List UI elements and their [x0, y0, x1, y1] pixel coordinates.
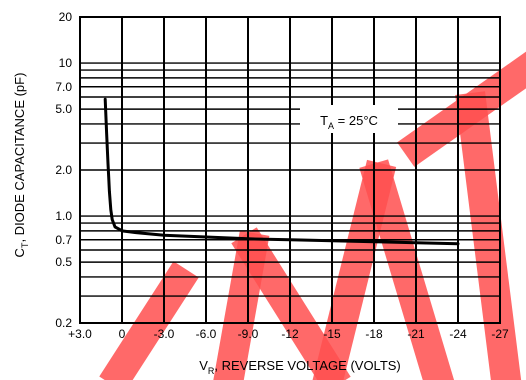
gridlines [79, 16, 501, 324]
y-tick-label-7: 0.5 [55, 255, 72, 269]
annotation-text: TA = 25°C [320, 113, 378, 131]
annotation-box [300, 105, 398, 133]
y-tick-labels: 20 10 7.0 5.0 2.0 1.0 0.7 0.5 0.2 [55, 10, 72, 330]
watermark-stroke-4 [359, 159, 455, 380]
x-tick-labels: +3.0 0 -3.0 -6.0 -9.0 -12 -15 -18 -21 -24 -27 [68, 327, 509, 341]
series-layer [103, 97, 460, 246]
y-tick-label-3: 5.0 [55, 102, 72, 116]
y-tick-label-0: 20 [59, 10, 73, 24]
x-tick-label-10: -27 [491, 327, 509, 341]
y-tick-label-5: 1.0 [55, 209, 72, 223]
watermark-stroke-3 [312, 159, 397, 380]
watermark-stroke-0 [99, 261, 199, 380]
plot-frame [79, 16, 501, 324]
y-tick-label-1: 10 [59, 56, 73, 70]
annotation-layer: TA = 25°C [300, 105, 398, 133]
x-tick-label-4: -9.0 [238, 327, 259, 341]
x-tick-label-2: -3.0 [154, 327, 175, 341]
x-axis-title: VR, REVERSE VOLTAGE (VOLTS) [199, 358, 401, 376]
x-tick-label-9: -24 [449, 327, 467, 341]
y-tick-label-8: 0.2 [55, 316, 72, 330]
x-tick-label-1: 0 [119, 327, 126, 341]
x-tick-label-7: -18 [365, 327, 383, 341]
x-tick-label-3: -6.0 [196, 327, 217, 341]
x-tick-label-5: -12 [281, 327, 299, 341]
y-tick-label-4: 2.0 [55, 163, 72, 177]
x-tick-label-6: -15 [323, 327, 341, 341]
y-tick-label-6: 0.7 [55, 233, 72, 247]
x-tick-label-8: -21 [407, 327, 425, 341]
y-axis-title: CT, DIODE CAPACITANCE (pF) [12, 73, 30, 258]
x-tick-label-0: +3.0 [68, 327, 92, 341]
y-tick-label-2: 7.0 [55, 80, 72, 94]
series-line-0 [103, 97, 460, 246]
